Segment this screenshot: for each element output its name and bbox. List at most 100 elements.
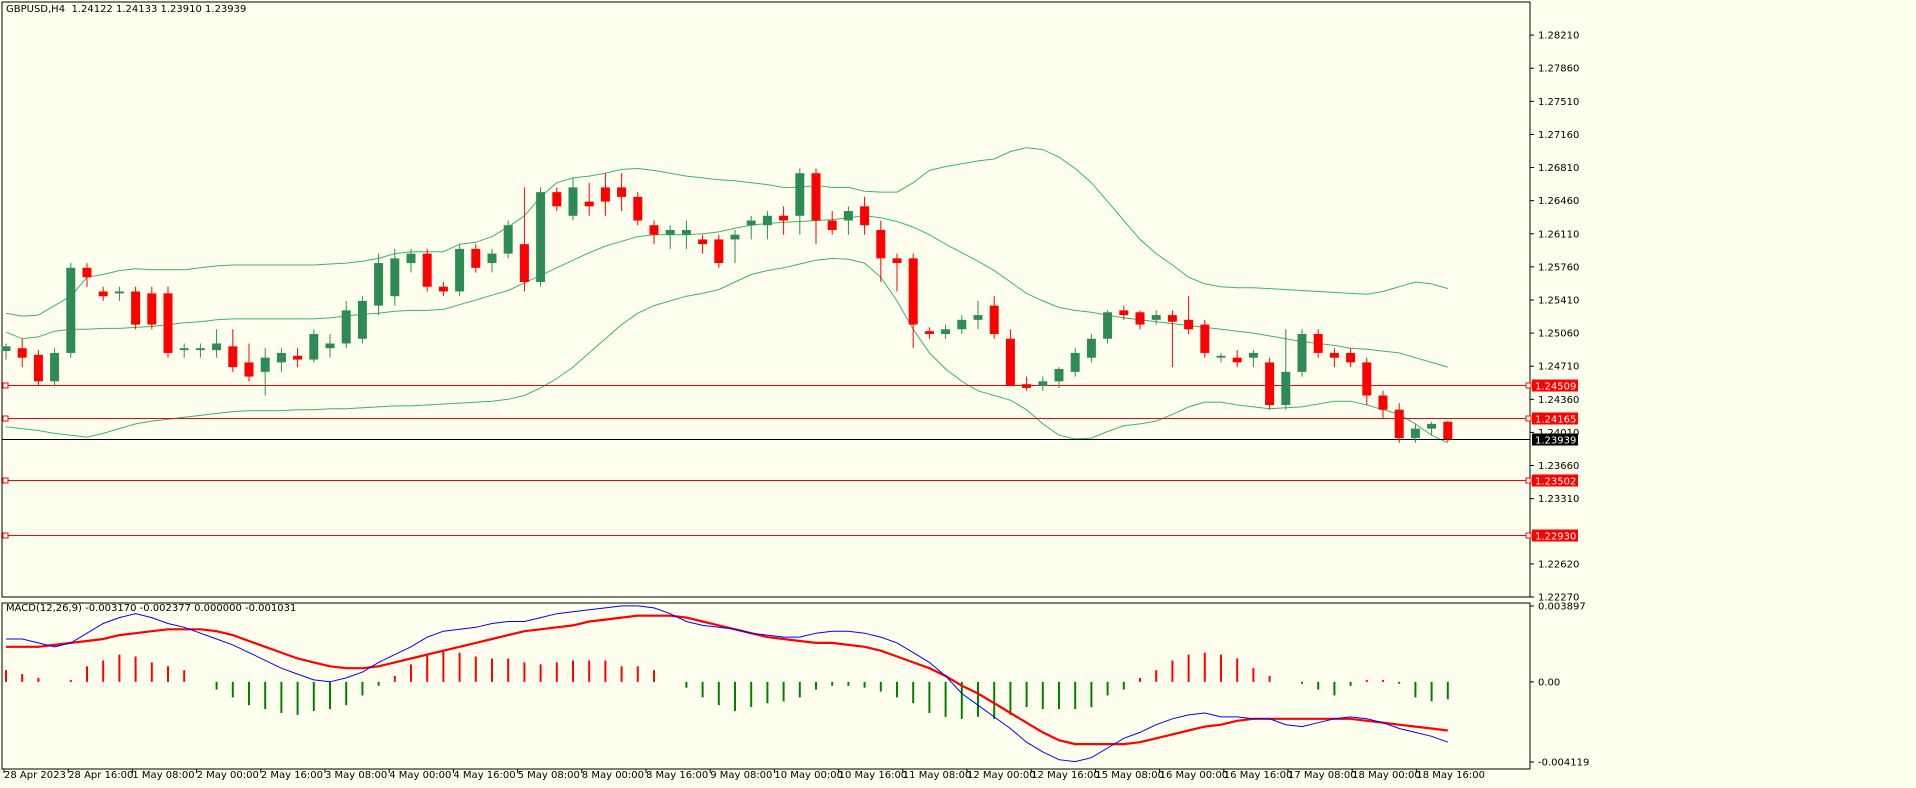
candle-body[interactable] bbox=[406, 253, 416, 264]
candle-body[interactable] bbox=[422, 253, 432, 287]
candle-body[interactable] bbox=[827, 220, 837, 230]
candle-body[interactable] bbox=[66, 267, 76, 353]
candle-body[interactable] bbox=[600, 187, 610, 202]
candle-body[interactable] bbox=[33, 354, 43, 382]
candle-body[interactable] bbox=[584, 201, 594, 207]
candle-body[interactable] bbox=[568, 187, 578, 216]
candle-body[interactable] bbox=[212, 343, 222, 351]
candle-body[interactable] bbox=[455, 248, 465, 292]
candle-body[interactable] bbox=[244, 362, 254, 377]
candle-body[interactable] bbox=[471, 248, 481, 268]
candle-body[interactable] bbox=[633, 196, 643, 221]
candle-body[interactable] bbox=[1200, 324, 1210, 353]
candle-body[interactable] bbox=[1, 346, 11, 352]
candle-body[interactable] bbox=[1378, 395, 1388, 410]
candle-body[interactable] bbox=[714, 239, 724, 264]
candle-body[interactable] bbox=[163, 293, 173, 353]
candle-body[interactable] bbox=[1167, 315, 1177, 322]
level-handle-left[interactable] bbox=[2, 382, 9, 389]
candle-body[interactable] bbox=[924, 331, 934, 335]
candle-body[interactable] bbox=[552, 192, 562, 207]
candle-body[interactable] bbox=[309, 334, 319, 360]
candle-body[interactable] bbox=[374, 263, 384, 306]
level-handle-right[interactable] bbox=[1525, 382, 1532, 389]
level-handle-left[interactable] bbox=[2, 415, 9, 422]
candle-body[interactable] bbox=[1119, 310, 1129, 316]
candle-body[interactable] bbox=[1443, 421, 1453, 440]
candle-body[interactable] bbox=[114, 291, 124, 294]
candle-body[interactable] bbox=[762, 215, 772, 226]
candle-body[interactable] bbox=[860, 206, 870, 226]
candle-body[interactable] bbox=[1086, 338, 1096, 358]
candle-body[interactable] bbox=[519, 244, 529, 282]
candle-body[interactable] bbox=[1410, 428, 1420, 439]
candle-body[interactable] bbox=[1329, 352, 1339, 358]
candle-body[interactable] bbox=[17, 348, 27, 358]
candle-body[interactable] bbox=[260, 357, 270, 372]
candle-body[interactable] bbox=[131, 291, 141, 325]
candle-body[interactable] bbox=[503, 225, 513, 254]
level-handle-right[interactable] bbox=[1525, 532, 1532, 539]
candle-body[interactable] bbox=[746, 220, 756, 226]
candle-body[interactable] bbox=[973, 315, 983, 320]
candle-body[interactable] bbox=[941, 329, 951, 335]
candle-body[interactable] bbox=[487, 253, 497, 264]
candle-body[interactable] bbox=[390, 258, 400, 297]
candle-body[interactable] bbox=[957, 319, 967, 330]
candle-body[interactable] bbox=[1232, 357, 1242, 363]
candle-body[interactable] bbox=[1022, 384, 1032, 388]
level-handle-left[interactable] bbox=[2, 477, 9, 484]
candle-body[interactable] bbox=[1297, 334, 1307, 372]
candle-body[interactable] bbox=[1216, 355, 1226, 358]
candle-body[interactable] bbox=[536, 192, 546, 282]
candle-body[interactable] bbox=[1394, 409, 1404, 439]
candle-body[interactable] bbox=[1054, 369, 1064, 382]
candle-body[interactable] bbox=[1135, 312, 1145, 325]
candle-body[interactable] bbox=[779, 215, 789, 221]
candle-body[interactable] bbox=[1038, 381, 1048, 387]
candle-body[interactable] bbox=[98, 291, 108, 297]
candle-body[interactable] bbox=[195, 348, 205, 351]
candle-body[interactable] bbox=[1265, 362, 1275, 405]
level-handle-left[interactable] bbox=[2, 532, 9, 539]
candle-body[interactable] bbox=[1281, 371, 1291, 405]
candle-body[interactable] bbox=[795, 173, 805, 216]
candle-body[interactable] bbox=[50, 352, 60, 382]
candle-body[interactable] bbox=[681, 229, 691, 235]
candle-body[interactable] bbox=[82, 267, 92, 278]
chart-info: GBPUSD,H4 1.24122 1.24133 1.23910 1.2393… bbox=[6, 4, 246, 15]
candle-body[interactable] bbox=[649, 225, 659, 235]
candle-body[interactable] bbox=[665, 229, 675, 235]
candle-body[interactable] bbox=[179, 348, 189, 351]
candle-body[interactable] bbox=[1184, 319, 1194, 330]
candle-body[interactable] bbox=[357, 300, 367, 339]
candle-body[interactable] bbox=[438, 286, 448, 292]
candle-body[interactable] bbox=[989, 305, 999, 335]
candle-body[interactable] bbox=[325, 343, 335, 349]
candle-body[interactable] bbox=[1005, 338, 1015, 387]
candle-body[interactable] bbox=[1427, 423, 1437, 429]
candle-body[interactable] bbox=[276, 352, 286, 363]
candle-body[interactable] bbox=[892, 258, 902, 264]
candle-body[interactable] bbox=[147, 293, 157, 325]
candle-body[interactable] bbox=[617, 187, 627, 197]
candle-body[interactable] bbox=[908, 258, 918, 325]
candle-body[interactable] bbox=[1151, 315, 1161, 320]
level-handle-right[interactable] bbox=[1525, 415, 1532, 422]
level-handle-right[interactable] bbox=[1525, 477, 1532, 484]
candle-body[interactable] bbox=[341, 310, 351, 344]
candle-body[interactable] bbox=[293, 355, 303, 360]
candle-body[interactable] bbox=[1362, 362, 1372, 396]
candle-body[interactable] bbox=[1103, 312, 1113, 339]
candle-body[interactable] bbox=[698, 239, 708, 245]
candle-body[interactable] bbox=[843, 211, 853, 221]
candle-body[interactable] bbox=[1070, 352, 1080, 372]
candle-body[interactable] bbox=[1248, 352, 1258, 358]
candle-body[interactable] bbox=[811, 173, 821, 221]
candle-body[interactable] bbox=[730, 234, 740, 240]
candle-body[interactable] bbox=[876, 229, 886, 259]
candle-body[interactable] bbox=[1313, 334, 1323, 353]
candle-body[interactable] bbox=[228, 346, 238, 368]
candle-body[interactable] bbox=[1346, 352, 1356, 363]
